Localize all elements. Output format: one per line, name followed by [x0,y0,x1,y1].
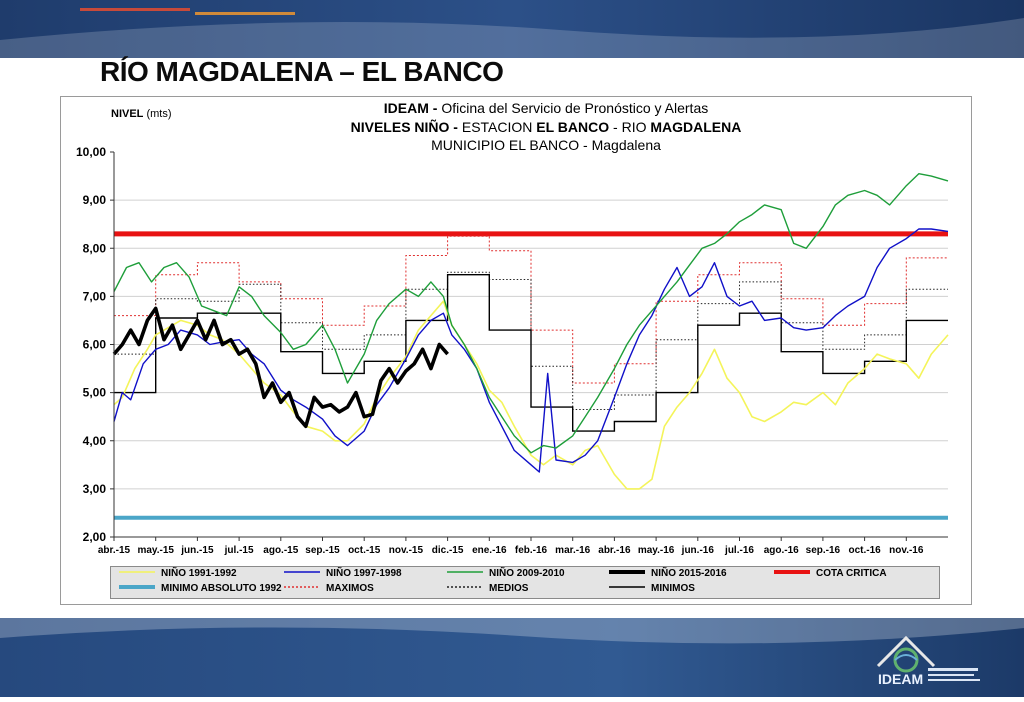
series-line [113,300,949,490]
x-tick-label: ene.-16 [472,545,507,556]
chart-title-line2: NIVELES NIÑO - ESTACION EL BANCO - RIO M… [351,118,742,135]
y-tick-label: 7,00 [83,289,107,303]
x-tick-label: abr.-16 [598,545,631,556]
x-tick-label: ago.-16 [764,545,799,556]
y-tick-label: 3,00 [83,482,107,496]
legend-label: NIÑO 2009-2010 [489,567,565,579]
logo-emblem-icon: IDEAM [876,635,980,687]
x-tick-label: feb.-16 [515,545,548,556]
x-tick-label: may.-16 [638,545,675,556]
series-line [113,173,949,454]
x-tick-label: nov.-15 [389,545,424,556]
top-banner [0,0,1024,58]
legend-label: NIÑO 2015-2016 [651,567,727,579]
legend-label: MINIMO ABSOLUTO 1992 [161,583,282,594]
x-tick-label: sep.-16 [806,545,841,556]
x-tick-label: jun.-15 [180,545,214,556]
medios-line [114,271,948,410]
chart-panel: NIVEL (mts) IDEAM - Oficina del Servicio… [60,96,972,605]
data-series [112,173,949,490]
reference-lines [114,231,948,520]
chart-title-line1: IDEAM - Oficina del Servicio de Pronósti… [384,100,708,116]
chart-title-line3: MUNICIPIO EL BANCO - Magdalena [431,137,661,153]
x-tick-label: jul.-16 [724,545,754,556]
bottom-banner [0,618,1024,697]
legend-graphic: NIÑO 1991-1992 NIÑO 1997-1998 NIÑO 2009-20… [119,566,887,594]
legend-label: MAXIMOS [326,583,374,594]
series-line [112,306,449,429]
x-tick-label: mar.-16 [555,545,590,556]
legend-label: NIÑO 1991-1992 [161,567,237,579]
x-tick-label: abr.-15 [98,545,131,556]
x-tick-label: nov.-16 [889,545,924,556]
x-tick-label: dic.-15 [432,545,464,556]
slide-title: RÍO MAGDALENA – EL BANCO [100,56,504,87]
x-tick-label: jul.-15 [224,545,254,556]
minimos-line [114,274,948,432]
y-axis-label: NIVEL (mts) [111,108,172,120]
ideam-logo: IDEAM [868,628,988,690]
x-tick-label: oct.-16 [848,545,881,556]
legend-label: NIÑO 1997-1998 [326,567,402,579]
y-tick-label: 10,00 [76,145,106,159]
x-tick-label: jun.-16 [681,545,715,556]
y-tick-label: 5,00 [83,386,107,400]
y-tick-label: 2,00 [83,530,107,544]
bottom-banner-graphic [0,618,1024,697]
x-tick-label: oct.-15 [348,545,381,556]
legend-label: MINIMOS [651,583,695,594]
x-tick-label: ago.-15 [263,545,298,556]
legend-label: COTA CRITICA [816,568,887,579]
axes: 10,009,008,007,006,005,004,003,002,00abr… [76,145,948,556]
line-chart: NIVEL (mts) IDEAM - Oficina del Servicio… [76,100,949,556]
legend-label: MEDIOS [489,583,529,594]
top-banner-graphic [0,0,1024,58]
x-tick-label: sep.-15 [305,545,340,556]
y-tick-label: 9,00 [83,193,107,207]
y-tick-label: 8,00 [83,241,107,255]
y-tick-label: 4,00 [83,434,107,448]
y-tick-label: 6,00 [83,338,107,352]
legend: NIÑO 1991-1992 NIÑO 1997-1998 NIÑO 2009-20… [110,566,940,599]
logo-text: IDEAM [878,671,923,687]
x-tick-label: may.-15 [137,545,174,556]
